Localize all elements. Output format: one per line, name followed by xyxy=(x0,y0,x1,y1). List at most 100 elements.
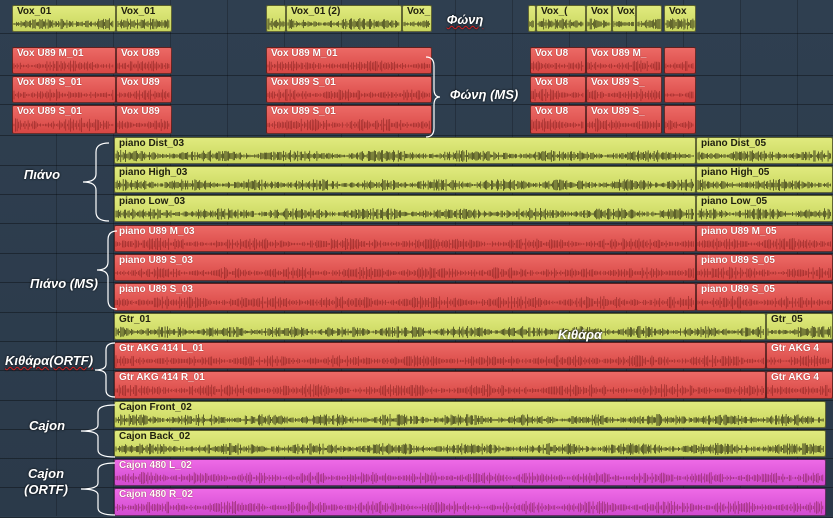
clip-name: Cajon 480 R_02 xyxy=(119,489,193,500)
audio-clip[interactable] xyxy=(266,5,286,32)
waveform xyxy=(537,18,584,30)
audio-clip[interactable]: piano Low_05 xyxy=(696,195,833,222)
waveform xyxy=(665,91,694,99)
audio-clip[interactable]: piano Low_03 xyxy=(114,195,696,222)
audio-clip[interactable]: Vox U8 xyxy=(530,47,586,74)
audio-clip[interactable]: piano U89 S_05 xyxy=(696,283,833,311)
audio-clip[interactable]: piano High_03 xyxy=(114,166,696,193)
clip-name: Gtr AKG 4 xyxy=(771,343,819,354)
clip-name: Vox_( xyxy=(541,6,568,17)
audio-clip[interactable]: piano U89 S_03 xyxy=(114,254,696,281)
audio-clip[interactable]: Gtr AKG 414 R_01 xyxy=(114,371,766,399)
clip-name: Gtr_01 xyxy=(119,314,151,325)
annotation-cajon-ortf: Cajon (ORTF) xyxy=(24,466,68,497)
lane-divider xyxy=(0,194,833,195)
waveform xyxy=(115,207,694,221)
lane-divider xyxy=(0,33,833,34)
audio-clip[interactable] xyxy=(664,47,696,74)
waveform xyxy=(587,88,660,102)
audio-clip[interactable]: Vox U89 xyxy=(116,47,172,74)
clip-name: piano U89 S_03 xyxy=(119,284,193,295)
waveform xyxy=(665,18,695,30)
audio-clip[interactable] xyxy=(528,5,536,32)
clip-name: Vox U89 S_01 xyxy=(271,77,336,88)
clip-name: Vox U89 M_01 xyxy=(17,48,84,59)
waveform xyxy=(697,208,831,220)
clip-name: Vox_ xyxy=(617,6,635,17)
audio-clip[interactable]: Vox U89 xyxy=(116,105,172,134)
audio-clip[interactable] xyxy=(664,105,696,134)
waveform xyxy=(115,414,824,426)
clip-name: Vox U89 S_01 xyxy=(17,106,82,117)
lane-divider xyxy=(0,370,833,371)
audio-clip[interactable]: piano Dist_03 xyxy=(114,137,696,164)
audio-clip[interactable]: Vox_ xyxy=(402,5,432,32)
audio-clip[interactable]: Vox xyxy=(664,5,696,32)
waveform xyxy=(767,384,831,397)
audio-clip[interactable]: Vox U8 xyxy=(530,105,586,134)
audio-clip[interactable]: piano U89 M_03 xyxy=(114,225,696,252)
brace-piano-ms xyxy=(96,230,118,310)
clip-name: Vox U89 M_ xyxy=(591,48,647,59)
audio-clip[interactable]: Cajon Back_02 xyxy=(114,430,826,457)
audio-clip[interactable] xyxy=(664,76,696,103)
lane-divider xyxy=(0,75,833,76)
brace-cajon-ortf xyxy=(80,462,116,516)
waveform xyxy=(587,60,660,72)
audio-clip[interactable]: Vox U89 S_01 xyxy=(266,105,432,134)
waveform xyxy=(117,119,170,131)
audio-clip[interactable] xyxy=(636,5,662,32)
audio-clip[interactable]: piano High_05 xyxy=(696,166,833,193)
clip-name: piano U89 S_05 xyxy=(701,284,775,295)
clip-name: Gtr AKG 4 xyxy=(771,372,819,383)
audio-clip[interactable]: Vox U89 S_ xyxy=(586,105,662,134)
audio-clip[interactable]: Vox U89 S_ xyxy=(586,76,662,103)
waveform xyxy=(115,149,694,163)
audio-clip[interactable]: Cajon 480 R_02 xyxy=(114,488,826,516)
clip-name: Vox U89 xyxy=(121,48,160,59)
brace-voice-ms xyxy=(425,56,441,138)
clip-name: Cajon Back_02 xyxy=(119,431,191,442)
audio-clip[interactable]: piano U89 S_03 xyxy=(114,283,696,311)
audio-clip[interactable]: Vox_01 xyxy=(116,5,172,32)
audio-clip[interactable]: piano U89 S_05 xyxy=(696,254,833,281)
waveform xyxy=(13,117,114,133)
waveform xyxy=(267,18,285,30)
waveform xyxy=(697,296,831,309)
waveform xyxy=(529,20,534,28)
audio-clip[interactable]: Vox_01 (2) xyxy=(286,5,402,32)
clip-name: piano Low_03 xyxy=(119,196,186,207)
waveform xyxy=(117,60,170,72)
waveform xyxy=(115,296,694,309)
waveform xyxy=(117,89,170,101)
audio-clip[interactable]: Vox U8 xyxy=(530,76,586,103)
audio-clip[interactable]: Gtr_01 xyxy=(114,313,766,340)
audio-clip[interactable]: Vox xyxy=(586,5,612,32)
audio-clip[interactable]: Vox_ xyxy=(612,5,636,32)
audio-clip[interactable]: Cajon Front_02 xyxy=(114,401,826,428)
clip-name: piano U89 M_03 xyxy=(119,226,195,237)
clip-name: Vox U8 xyxy=(535,48,569,59)
lane-divider xyxy=(0,282,833,283)
audio-clip[interactable]: Gtr_05 xyxy=(766,313,833,340)
waveform xyxy=(531,88,584,102)
audio-clip[interactable]: Gtr AKG 4 xyxy=(766,342,833,369)
audio-clip[interactable]: Vox U89 S_01 xyxy=(12,76,116,103)
audio-clip[interactable]: Vox U89 M_01 xyxy=(12,47,116,74)
audio-clip[interactable]: Vox U89 xyxy=(116,76,172,103)
waveform xyxy=(767,355,831,367)
audio-clip[interactable]: Vox U89 S_01 xyxy=(266,76,432,103)
audio-clip[interactable]: Vox U89 M_01 xyxy=(266,47,432,74)
audio-clip[interactable]: Gtr AKG 414 L_01 xyxy=(114,342,766,369)
audio-clip[interactable]: Vox_01 xyxy=(12,5,116,32)
audio-clip[interactable]: piano U89 M_05 xyxy=(696,225,833,252)
annotation-cajon: Cajon xyxy=(28,418,66,433)
clip-name: Gtr AKG 414 R_01 xyxy=(119,372,205,383)
audio-clip[interactable]: Cajon 480 L_02 xyxy=(114,459,826,486)
audio-clip[interactable]: Vox U89 S_01 xyxy=(12,105,116,134)
audio-clip[interactable]: Vox U89 M_ xyxy=(586,47,662,74)
clip-name: Cajon 480 L_02 xyxy=(119,460,192,471)
audio-clip[interactable]: Vox_( xyxy=(536,5,586,32)
audio-clip[interactable]: Gtr AKG 4 xyxy=(766,371,833,399)
audio-clip[interactable]: piano Dist_05 xyxy=(696,137,833,164)
